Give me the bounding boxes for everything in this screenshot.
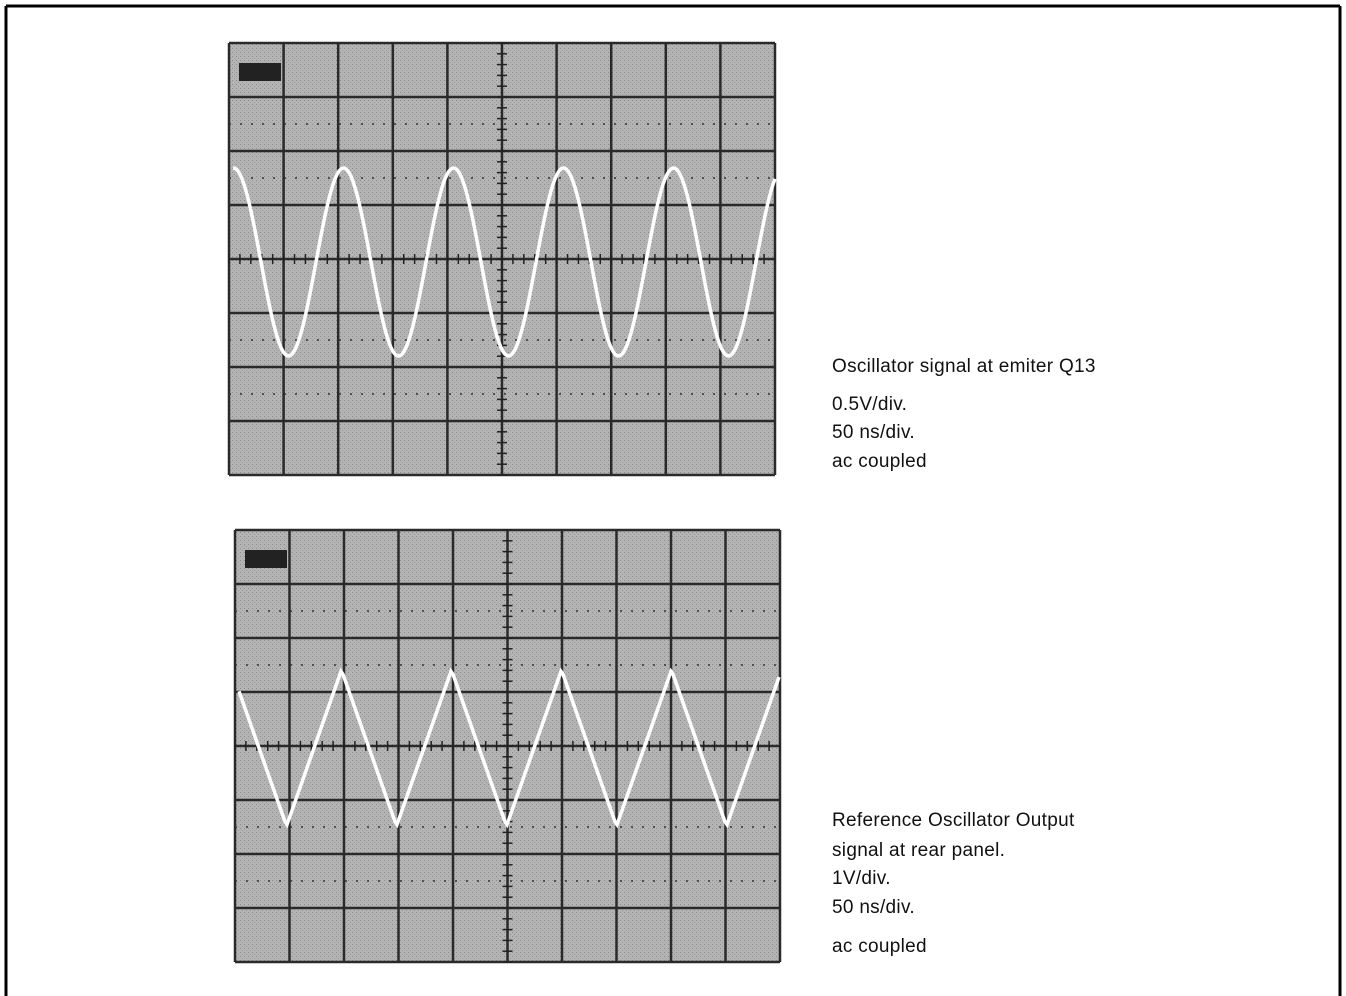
caption-line: ac coupled — [832, 936, 927, 957]
caption-line: ac coupled — [832, 451, 927, 472]
caption-line: Oscillator signal at emiter Q13 — [832, 356, 1096, 377]
caption-line: 50 ns/div. — [832, 422, 915, 443]
page-border — [4, 4, 1342, 996]
caption-line: Reference Oscillator Output — [832, 810, 1075, 831]
caption-line: 1V/div. — [832, 868, 891, 889]
oscilloscope-photo — [233, 528, 782, 964]
caption-line: 50 ns/div. — [832, 897, 915, 918]
caption: Oscillator signal at emiter Q13 0.5V/div.… — [832, 356, 1096, 472]
marker — [239, 63, 281, 81]
waveform — [237, 667, 781, 829]
oscilloscope-photo — [227, 41, 777, 477]
waveform — [232, 166, 777, 358]
caption: Reference Oscillator Output signal at rea… — [832, 810, 1075, 957]
caption-line: 0.5V/div. — [832, 394, 907, 415]
caption-line: signal at rear panel. — [832, 840, 1005, 861]
marker — [245, 550, 287, 568]
